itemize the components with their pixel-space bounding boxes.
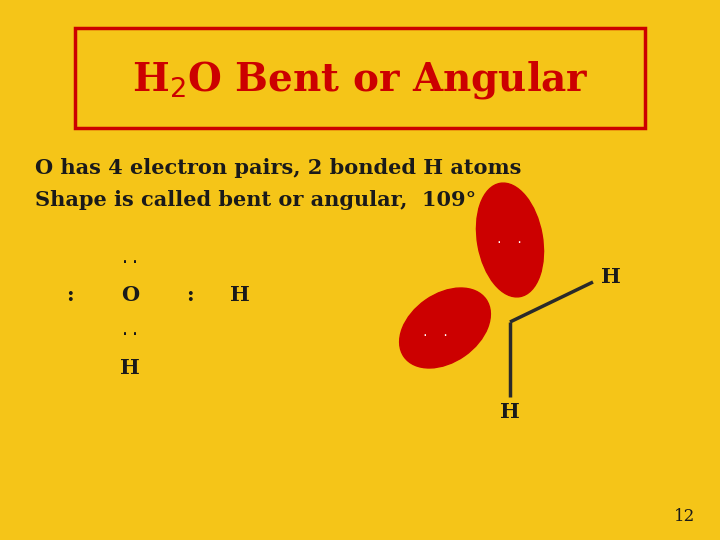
Ellipse shape: [477, 183, 544, 297]
Text: :: :: [186, 285, 194, 305]
Text: H: H: [500, 402, 520, 422]
Text: ..: ..: [120, 321, 140, 339]
Text: O: O: [121, 285, 139, 305]
Text: H$_2$O Bent or Angular: H$_2$O Bent or Angular: [132, 59, 588, 101]
Text: ..: ..: [120, 249, 140, 267]
Text: :: :: [66, 285, 74, 305]
Bar: [75, 28, 645, 128]
Text: H: H: [601, 267, 621, 287]
Text: O has 4 electron pairs, 2 bonded H atoms: O has 4 electron pairs, 2 bonded H atoms: [35, 158, 521, 178]
Text: H: H: [120, 358, 140, 378]
Text: H: H: [230, 285, 250, 305]
Text: 12: 12: [674, 508, 695, 525]
Text: Shape is called bent or angular,  109°: Shape is called bent or angular, 109°: [35, 190, 476, 210]
Text: .  .: . .: [497, 235, 523, 245]
Ellipse shape: [400, 288, 490, 368]
Text: .  .: . .: [421, 328, 449, 338]
